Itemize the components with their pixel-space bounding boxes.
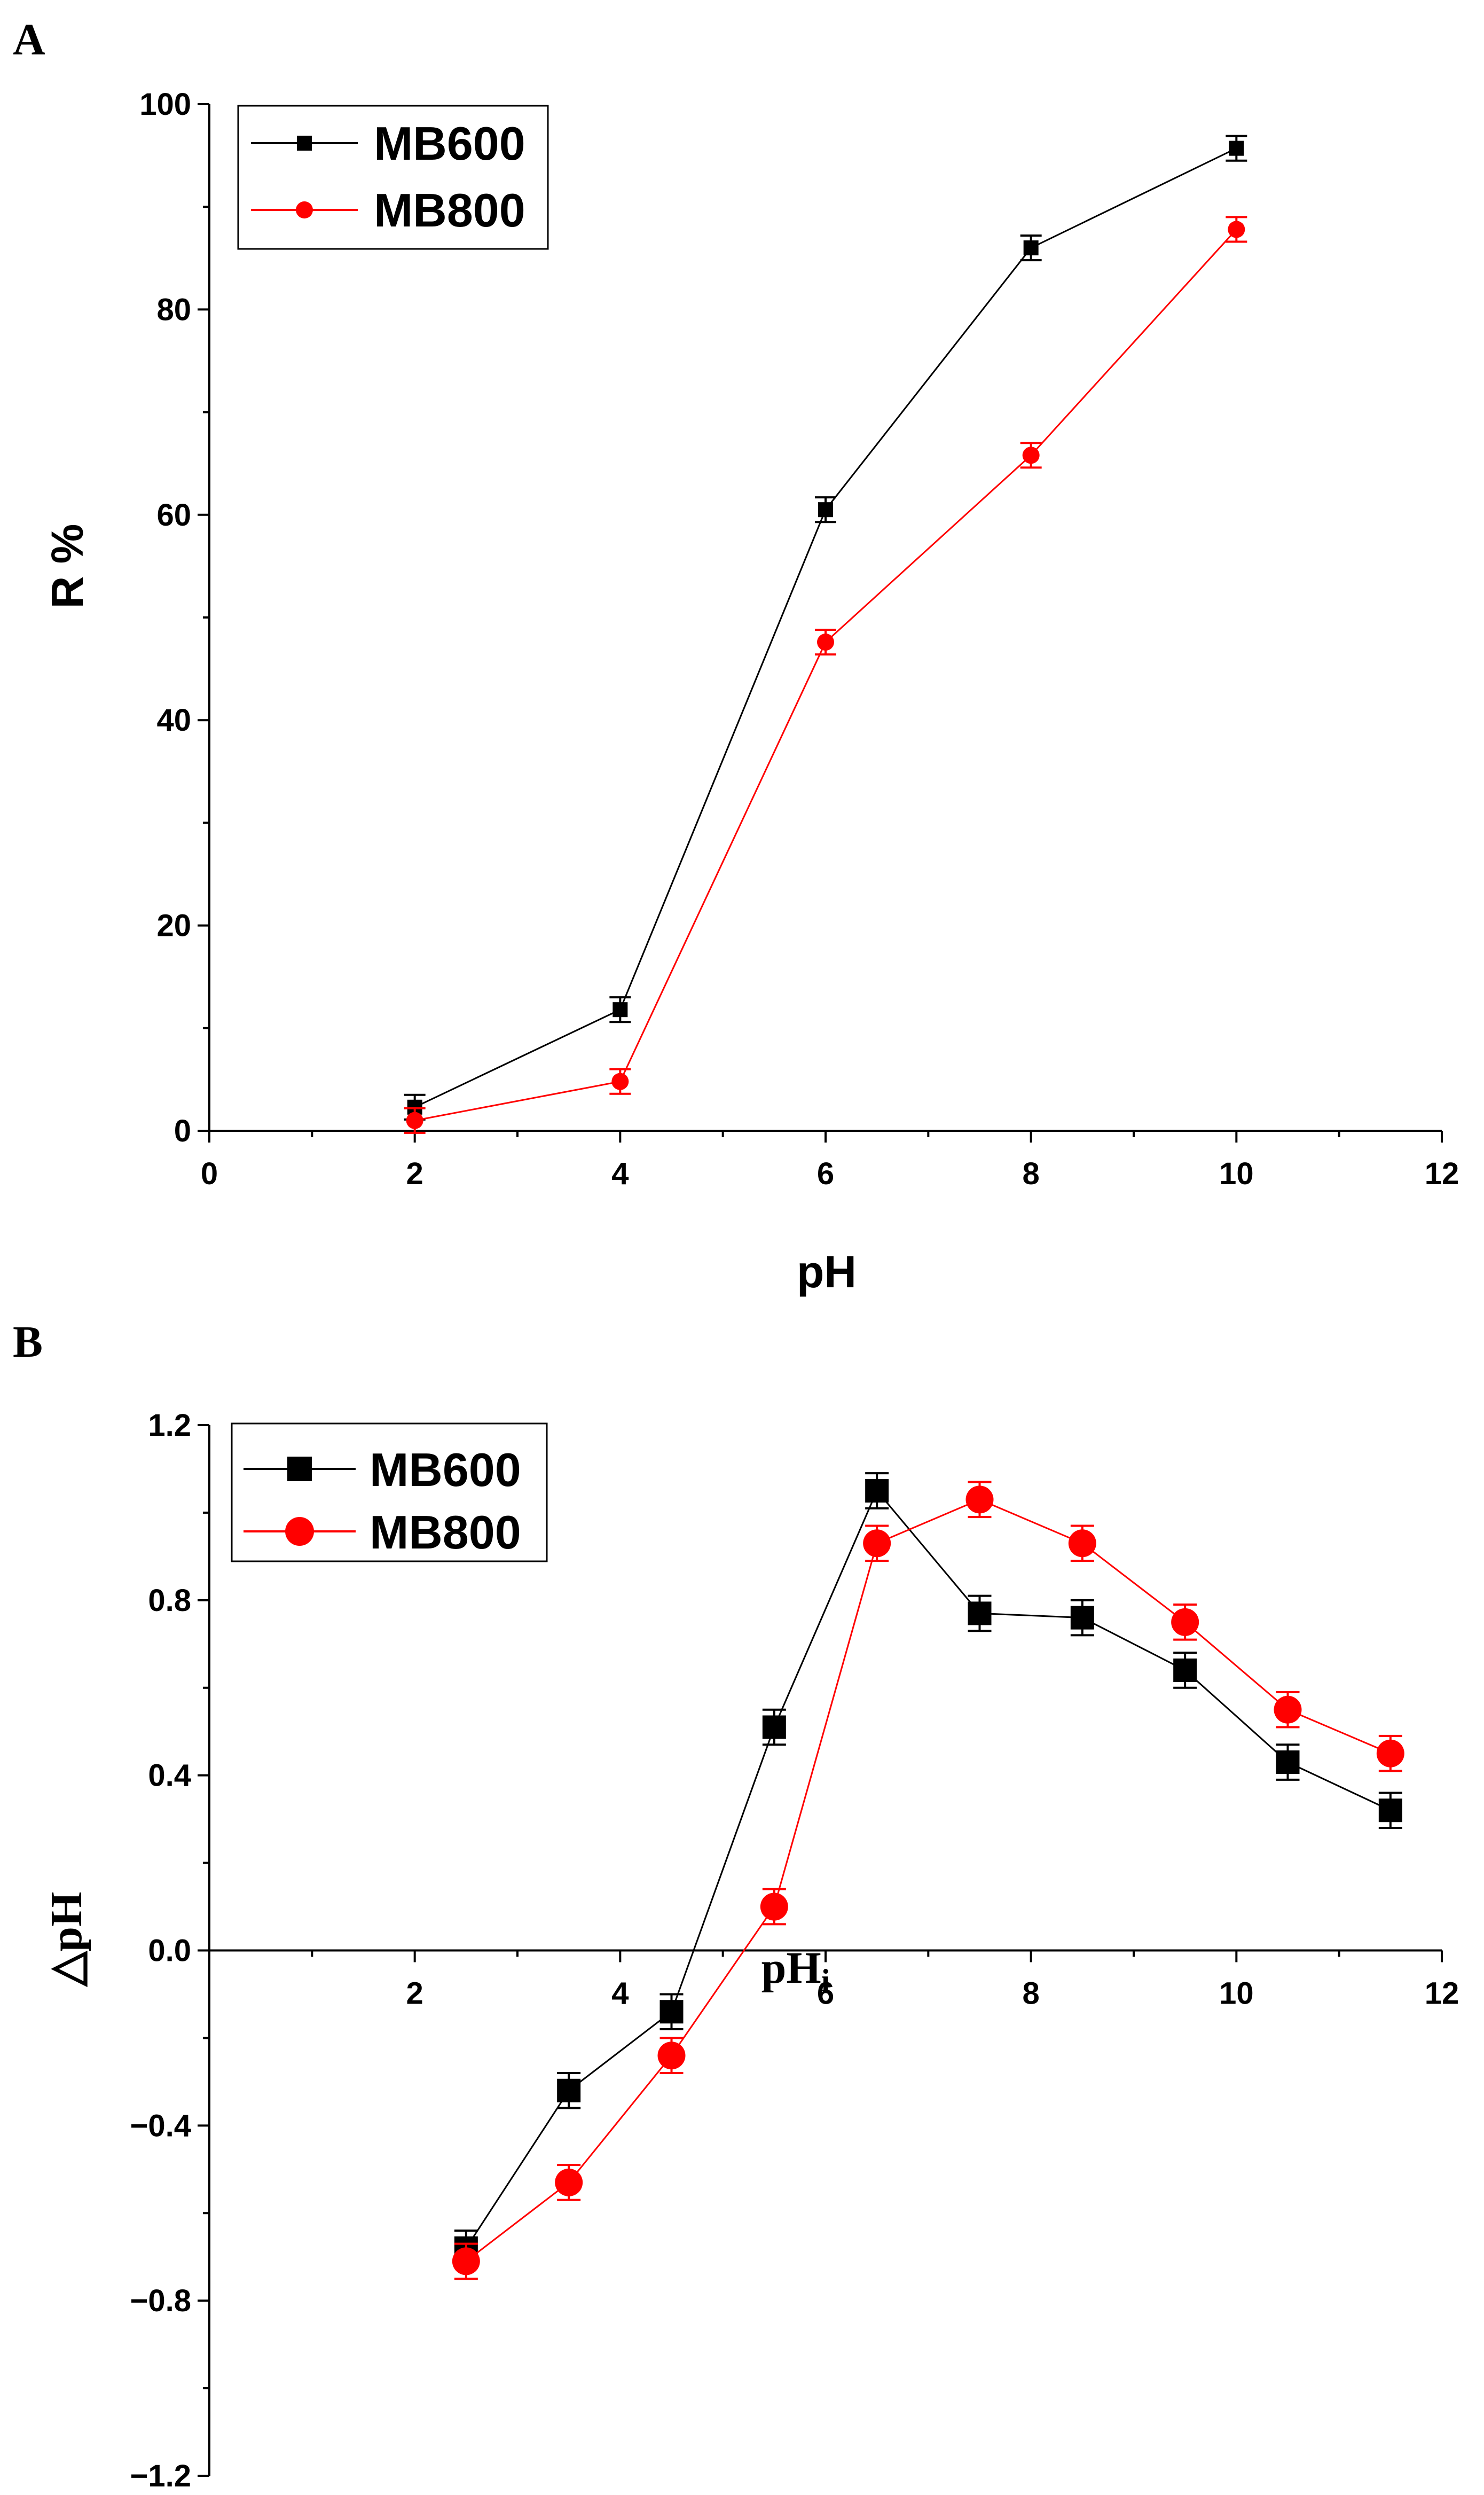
data-point-mb600 [865,1479,889,1503]
panel-b-data [452,1472,1404,2280]
data-point-mb600 [1023,240,1039,256]
data-point-mb800 [657,2042,686,2070]
legend-marker-mb600 [287,1457,312,1481]
data-point-mb800 [1068,1529,1096,1558]
panel-b-label: B [13,1317,43,1367]
x-tick-label: 8 [1023,1156,1040,1191]
legend-marker-mb800 [296,201,313,218]
y-tick-label: −0.4 [130,2108,192,2143]
legend-label-mb800: MB800 [370,1506,521,1559]
data-point-mb600 [557,2078,581,2102]
y-tick-label: 1.2 [148,1408,191,1443]
x-tick-label: 2 [406,1976,423,2011]
panel-b-x-axis-title-sub: i [821,1963,830,1998]
x-tick-label: 6 [817,1156,834,1191]
x-tick-label: 2 [406,1156,423,1191]
legend-label-mb800: MB800 [374,184,525,237]
data-point-mb800 [406,1112,423,1129]
panel-a-y-axis-title: R % [42,524,92,609]
data-point-mb800 [1228,221,1245,238]
panel-b-x-axis-title: pHi [761,1943,830,1998]
legend-marker-mb600 [297,136,312,151]
legend-frame [237,105,549,250]
panel-a-legend: MB600 MB800 [237,105,549,250]
panel-b-x-axis-title-main: pH [761,1943,821,1993]
panel-a-data [404,135,1247,1134]
panel-a-tick-labels: 0 20 40 60 80 100 0 2 4 6 8 10 12 [139,87,1459,1191]
data-point-mb800 [1171,1608,1199,1636]
chart-panel-b: B −1.2 −0.8 −0.4 0.0 0.4 0.8 1.2 2 4 6 8 10 12 pHi △… [13,1317,1459,2493]
y-tick-label: 60 [156,498,191,533]
panel-a-label: A [13,15,45,65]
data-point-mb800 [611,1073,629,1090]
data-point-mb800 [965,1485,994,1514]
data-point-mb800 [555,2168,583,2196]
data-point-mb600 [818,502,833,518]
y-tick-label: 100 [139,87,191,122]
panel-b-legend: MB600 MB800 [231,1422,548,1562]
panel-b-axes [198,1424,1443,2477]
data-point-mb800 [452,2247,480,2275]
data-point-mb800 [863,1529,891,1558]
panel-b-tick-labels: −1.2 −0.8 −0.4 0.0 0.4 0.8 1.2 2 4 6 8 10 12 [130,1408,1459,2493]
data-point-mb600 [968,1601,992,1625]
data-point-mb600 [1229,140,1244,156]
panel-b-y-axis-title: △pH [42,1892,91,1988]
data-point-mb600 [1276,1750,1300,1774]
x-tick-label: 12 [1425,1976,1459,2011]
x-tick-label: 6 [817,1976,834,2011]
data-point-mb800 [1022,447,1040,464]
data-point-mb800 [1274,1695,1302,1724]
data-point-mb600 [659,2000,684,2024]
y-tick-label: 20 [156,909,191,943]
x-tick-label: 4 [611,1156,629,1191]
legend-frame [231,1422,548,1562]
y-tick-label: −0.8 [130,2283,192,2318]
x-tick-label: 10 [1219,1156,1254,1191]
legend-label-mb600: MB600 [374,117,525,170]
data-point-mb800 [1376,1739,1404,1767]
chart-panel-a: A 0 20 40 60 80 100 0 2 4 6 8 10 12 pH R % MB600 MB8… [13,15,1459,1297]
y-tick-label: −1.2 [130,2459,192,2493]
data-point-mb600 [613,1002,628,1018]
x-tick-label: 4 [611,1976,629,2011]
data-point-mb600 [1378,1798,1402,1823]
x-tick-label: 0 [201,1156,218,1191]
panel-a-x-axis-title: pH [797,1247,857,1297]
y-tick-label: 0.4 [148,1758,191,1793]
y-tick-label: 0.8 [148,1583,191,1618]
x-tick-label: 8 [1023,1976,1040,2011]
y-tick-label: 80 [156,292,191,327]
data-point-mb800 [817,633,834,651]
legend-label-mb600: MB600 [370,1443,521,1496]
data-point-mb600 [1070,1606,1094,1630]
series-line-mb800 [465,1498,1391,2262]
series-line-mb600 [465,1489,1391,2249]
x-tick-label: 10 [1219,1976,1254,2011]
data-point-mb600 [1173,1658,1197,1682]
y-tick-label: 0 [174,1114,191,1148]
legend-marker-mb800 [285,1517,314,1546]
y-tick-label: 0.0 [148,1934,191,1968]
x-tick-label: 12 [1425,1156,1459,1191]
data-point-mb600 [762,1715,786,1739]
data-point-mb800 [760,1892,788,1921]
y-tick-label: 40 [156,703,191,738]
